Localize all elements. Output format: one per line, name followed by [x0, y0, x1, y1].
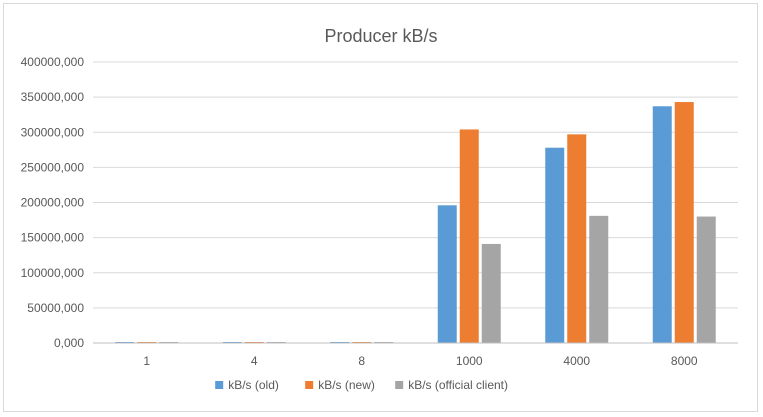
- bar-1-4000: [545, 147, 565, 343]
- legend-label: kB/s (new): [318, 378, 375, 392]
- y-axis-tick-labels: 0,000 50000,000 100000,000 150000,000 200000…: [21, 55, 85, 350]
- chart-svg: Producer kB/s 0,000 50000,000 100000,000 15…: [21, 26, 738, 392]
- y-tick-label: 350000,000: [21, 90, 85, 104]
- bar-3-4000: [589, 215, 609, 343]
- y-tick-label: 300000,000: [21, 125, 85, 139]
- legend-label: kB/s (official client): [408, 378, 508, 392]
- y-tick-label: 100000,000: [21, 266, 85, 280]
- y-tick-label: 0,000: [54, 336, 84, 350]
- x-axis-tick-labels: 1 4 8 1000 4000 8000: [143, 354, 698, 368]
- bar-2-1000: [459, 129, 479, 343]
- bar-2-4000: [567, 134, 587, 343]
- bar-1-8000: [652, 106, 672, 343]
- bar-3-1000: [481, 243, 501, 343]
- y-tick-label: 250000,000: [21, 160, 85, 174]
- bar-2-8000: [674, 102, 694, 343]
- x-tick-label: 8: [358, 354, 365, 368]
- legend-swatch: [305, 381, 314, 389]
- legend: kB/s (old) kB/s (new) kB/s (official clien…: [215, 378, 508, 392]
- x-tick-label: 4000: [563, 354, 590, 368]
- legend-swatch: [395, 381, 404, 389]
- x-tick-label: 1000: [456, 354, 483, 368]
- y-tick-label: 50000,000: [27, 301, 84, 315]
- chart-title: Producer kB/s: [324, 26, 437, 46]
- bar-3-8000: [696, 216, 716, 343]
- x-tick-label: 8000: [671, 354, 698, 368]
- y-tick-label: 400000,000: [21, 55, 85, 69]
- x-tick-label: 1: [143, 354, 150, 368]
- y-tick-label: 150000,000: [21, 231, 85, 245]
- gridlines: [93, 61, 738, 309]
- chart-frame: Producer kB/s 0,000 50000,000 100000,000 15…: [3, 3, 758, 412]
- bar-1-1000: [437, 205, 457, 343]
- bars: [115, 102, 716, 343]
- legend-swatch: [215, 381, 224, 389]
- x-tick-label: 4: [251, 354, 258, 368]
- legend-label: kB/s (old): [228, 378, 279, 392]
- y-tick-label: 200000,000: [21, 196, 85, 210]
